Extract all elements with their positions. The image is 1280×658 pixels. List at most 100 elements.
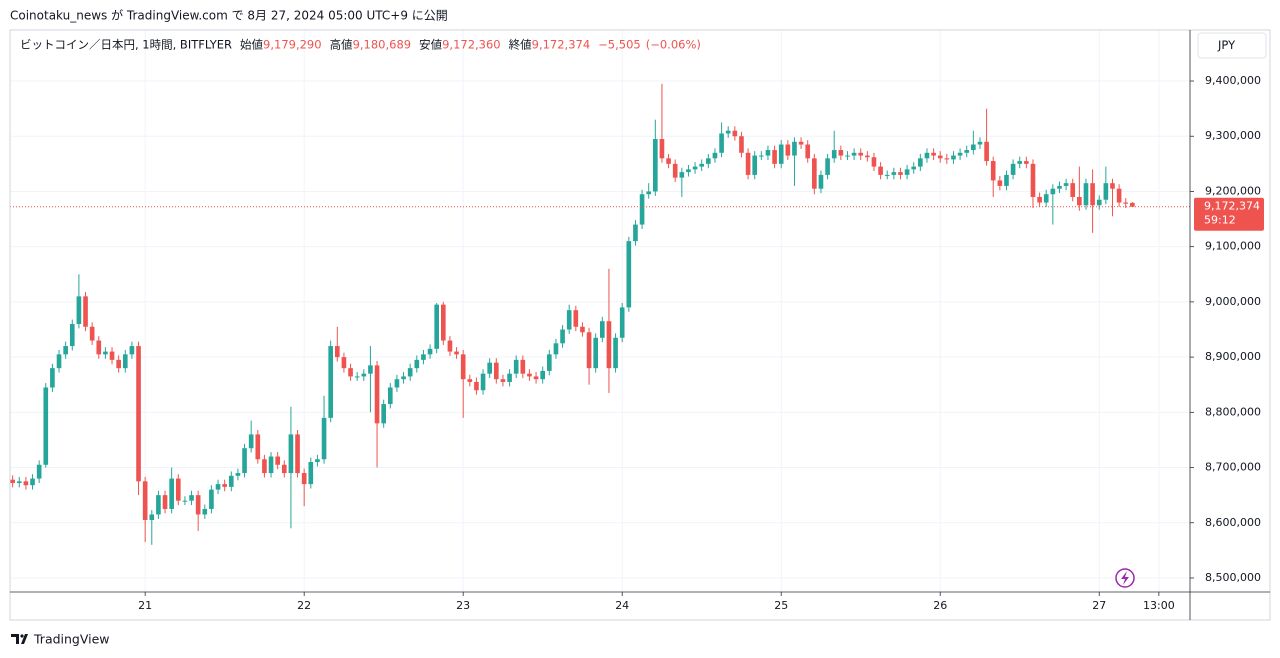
currency-button[interactable] xyxy=(1197,32,1267,59)
candle-body xyxy=(401,376,406,380)
ohlc-value: 9,180,689 xyxy=(353,38,412,52)
candle-body xyxy=(136,346,141,482)
candle-body xyxy=(235,473,241,476)
candle-body xyxy=(951,155,956,160)
candle-body xyxy=(931,152,936,156)
candle-body xyxy=(209,489,214,509)
candle-body xyxy=(971,144,976,151)
candle-body xyxy=(215,484,221,490)
candle-body xyxy=(918,158,923,167)
candle-body xyxy=(997,180,1003,186)
candle-body xyxy=(845,155,850,157)
y-tick-label: 9,100,000 xyxy=(1205,240,1261,253)
candle-body xyxy=(427,348,433,355)
candle-body xyxy=(156,495,161,515)
candle-body xyxy=(1116,188,1122,203)
candle-body xyxy=(527,373,532,377)
countdown: 59:12 xyxy=(1204,214,1236,227)
candle-body xyxy=(1083,183,1089,206)
candle-body xyxy=(1090,183,1095,206)
x-tick-label: 23 xyxy=(456,599,470,612)
candle-body xyxy=(281,464,287,474)
candle-body xyxy=(169,478,174,509)
candle-body xyxy=(520,359,526,374)
candle-body xyxy=(659,138,665,159)
candle-body xyxy=(202,508,208,515)
candle-body xyxy=(712,152,718,159)
candle-body xyxy=(904,169,910,175)
candle-body xyxy=(83,296,88,327)
candle-body xyxy=(513,359,519,374)
candle-body xyxy=(348,368,353,377)
candle-body xyxy=(195,495,201,515)
candle-body xyxy=(831,150,837,159)
candle-body xyxy=(818,174,824,189)
ohlc-value: 9,172,360 xyxy=(442,38,501,52)
candle-body xyxy=(977,141,983,145)
candle-body xyxy=(222,484,227,487)
candle-body xyxy=(43,387,49,465)
currency-label: JPY xyxy=(1217,38,1236,52)
candle-body xyxy=(1123,202,1129,204)
candle-body xyxy=(440,304,446,341)
candle-body xyxy=(454,351,459,355)
ohlc-name: 安値 xyxy=(419,38,442,52)
candle-body xyxy=(1050,188,1056,195)
ohlc-legend: ビットコイン／日本円, 1時間, BITFLYER 始値 9,179,290 高値 9,… xyxy=(20,38,701,52)
candle-body xyxy=(772,150,777,164)
candle-body xyxy=(149,514,155,520)
candle-body xyxy=(361,373,367,377)
candle-body xyxy=(878,166,883,175)
candle-body xyxy=(328,346,333,418)
candle-body xyxy=(109,351,115,360)
candle-body xyxy=(546,354,552,371)
candle-body xyxy=(924,152,930,159)
candle-body xyxy=(189,495,194,501)
candle-body xyxy=(56,354,62,369)
candle-body xyxy=(434,304,440,349)
candle-body xyxy=(1010,163,1016,175)
candle-body xyxy=(474,381,479,391)
y-tick-label: 8,900,000 xyxy=(1205,350,1261,363)
candle-body xyxy=(692,166,698,170)
candle-body xyxy=(838,150,844,156)
candle-body xyxy=(228,475,234,487)
candle-body xyxy=(16,481,22,484)
alert-icon-bolt xyxy=(1121,571,1129,585)
candle-body xyxy=(957,152,963,156)
x-tick-label: 22 xyxy=(297,599,311,612)
candle-body xyxy=(633,224,638,242)
candle-body xyxy=(493,362,499,380)
last-price-label: 9,172,374 xyxy=(1204,200,1260,213)
ohlc-value: 9,172,374 xyxy=(532,38,591,52)
candle-body xyxy=(639,194,645,225)
candle-body xyxy=(142,481,148,520)
x-tick-label: 13:00 xyxy=(1143,599,1175,612)
candle-body xyxy=(341,357,347,369)
change-value: −5,505 xyxy=(598,38,641,52)
candle-body xyxy=(646,191,652,195)
candle-body xyxy=(884,174,890,176)
candle-body xyxy=(487,362,493,374)
candle-body xyxy=(23,481,29,486)
brand-logo xyxy=(11,634,28,644)
candle-body xyxy=(1063,183,1069,186)
candle-body xyxy=(387,387,393,405)
candle-body xyxy=(778,144,784,164)
candle-body xyxy=(586,332,592,369)
chart-frame xyxy=(9,29,1271,621)
alert-icon[interactable] xyxy=(1115,568,1135,588)
y-tick-label: 8,500,000 xyxy=(1205,571,1261,584)
candle-body xyxy=(255,434,261,460)
candle-body xyxy=(1096,199,1102,206)
candle-body xyxy=(1110,183,1115,189)
candle-body xyxy=(653,138,658,192)
candle-body xyxy=(540,370,546,380)
candle-body xyxy=(593,337,599,369)
ohlc-value: 9,179,290 xyxy=(263,38,322,52)
candle-body xyxy=(944,158,950,160)
candle-body xyxy=(301,473,307,485)
